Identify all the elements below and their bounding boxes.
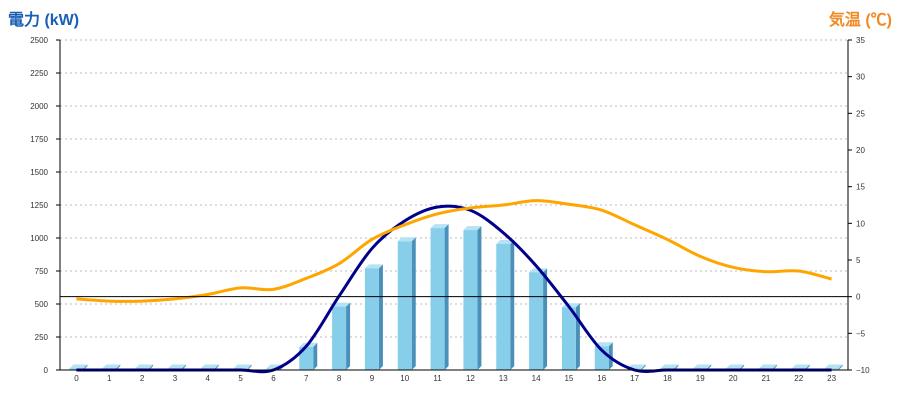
bar-top (594, 342, 613, 347)
left-tick-label: 1250 (30, 201, 48, 210)
x-tick-label: 22 (794, 374, 803, 383)
bar-side (543, 268, 548, 370)
x-tick-label: 6 (271, 374, 276, 383)
bar-side (575, 303, 580, 370)
x-tick-label: 16 (597, 374, 606, 383)
bar-top (627, 364, 646, 369)
bar (364, 268, 379, 370)
bar-top (233, 364, 252, 369)
x-tick-label: 2 (140, 374, 145, 383)
x-tick-label: 8 (337, 374, 342, 383)
left-tick-label: 2250 (30, 69, 48, 78)
right-tick-label: 5 (856, 256, 861, 265)
bar-top (102, 364, 121, 369)
x-tick-label: 18 (663, 374, 672, 383)
bar-top (693, 364, 712, 369)
x-tick-label: 15 (564, 374, 573, 383)
x-tick-label: 10 (400, 374, 409, 383)
tick-labels: 02505007501000125015001750200022502500−1… (30, 36, 870, 383)
bar-side (378, 264, 383, 370)
bar (332, 306, 347, 370)
x-tick-label: 14 (532, 374, 541, 383)
left-tick-label: 1750 (30, 135, 48, 144)
bar-top (496, 239, 515, 244)
bar-top (167, 364, 186, 369)
right-tick-label: 35 (856, 36, 865, 45)
x-tick-label: 12 (466, 374, 475, 383)
bar-top (430, 224, 449, 229)
bar-side (346, 302, 351, 370)
bar-side (510, 239, 515, 370)
left-tick-label: 2500 (30, 36, 48, 45)
power-line (76, 204, 832, 374)
x-tick-label: 20 (729, 374, 738, 383)
gridlines (60, 39, 848, 338)
bar-top (758, 364, 777, 369)
x-tick-label: 0 (74, 374, 79, 383)
x-tick-label: 5 (238, 374, 243, 383)
bar-top (660, 364, 679, 369)
line-series (76, 199, 832, 374)
left-tick-label: 250 (35, 333, 49, 342)
x-tick-label: 1 (107, 374, 112, 383)
bar-side (411, 237, 416, 370)
bar-side (477, 226, 482, 370)
x-tick-label: 4 (206, 374, 211, 383)
temperature-line (76, 199, 832, 303)
bar-top (824, 364, 843, 369)
bar-top (726, 364, 745, 369)
bar-top (69, 364, 88, 369)
right-tick-label: 20 (856, 146, 865, 155)
x-tick-label: 9 (370, 374, 375, 383)
x-tick-label: 3 (173, 374, 178, 383)
bar (299, 346, 314, 370)
x-tick-label: 7 (304, 374, 309, 383)
x-tick-label: 21 (761, 374, 770, 383)
bar-side (641, 364, 646, 370)
x-tick-label: 11 (433, 374, 442, 383)
bar-side (247, 364, 252, 370)
left-tick-label: 1000 (30, 234, 48, 243)
x-tick-label: 19 (696, 374, 705, 383)
x-tick-label: 17 (630, 374, 639, 383)
bar (529, 272, 544, 370)
x-tick-label: 23 (827, 374, 836, 383)
x-tick-label: 13 (499, 374, 508, 383)
right-tick-label: −10 (856, 366, 870, 375)
right-tick-label: −5 (856, 329, 866, 338)
right-tick-label: 0 (856, 293, 861, 302)
bar (561, 307, 576, 370)
left-tick-label: 2000 (30, 102, 48, 111)
right-axis-title: 気温 (℃) (828, 12, 892, 29)
left-tick-label: 1500 (30, 168, 48, 177)
left-tick-label: 500 (35, 300, 49, 309)
right-tick-label: 15 (856, 183, 865, 192)
bar (496, 243, 511, 370)
bar-top (200, 364, 219, 369)
bar (430, 228, 445, 370)
bar-top (332, 302, 351, 307)
bar-side (838, 364, 843, 370)
bar-top (135, 364, 154, 369)
bar-side (313, 342, 318, 370)
left-tick-label: 0 (44, 366, 49, 375)
bar-top (364, 264, 383, 269)
axes (56, 39, 852, 371)
bar-top (463, 226, 482, 231)
bar-top (397, 237, 416, 242)
right-tick-label: 30 (856, 73, 865, 82)
left-tick-label: 750 (35, 267, 49, 276)
right-tick-label: 25 (856, 109, 865, 118)
bar-top (791, 364, 810, 369)
right-tick-label: 10 (856, 219, 865, 228)
left-axis-title: 電力 (kW) (8, 12, 80, 29)
bar (463, 230, 478, 370)
bar (397, 241, 412, 370)
